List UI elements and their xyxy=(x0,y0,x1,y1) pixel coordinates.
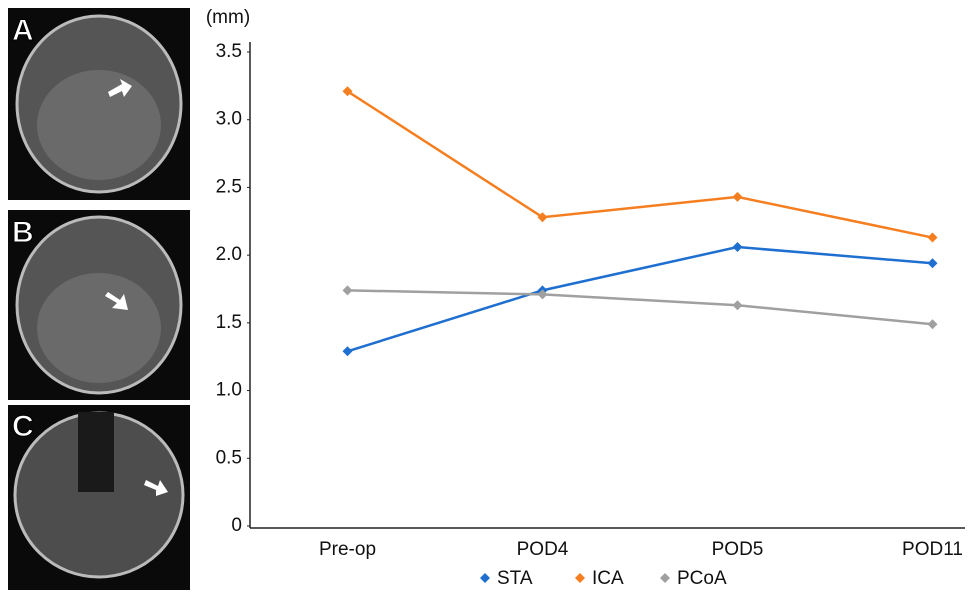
page: {"panels": [{"label": "A"}, {"label": "B… xyxy=(0,0,968,595)
data-point xyxy=(343,346,353,356)
y-tick-label: 3.5 xyxy=(216,41,242,62)
legend-marker xyxy=(480,573,490,583)
y-tick-label: 0.5 xyxy=(216,447,242,468)
figure: A B C (mm) 0 0.5 1.0 1.5 2.0 2.5 3.0 3.5 Pre-op P… xyxy=(0,0,968,590)
y-axis-label: (mm) xyxy=(206,7,250,28)
series-line xyxy=(348,91,933,237)
panel-label: B xyxy=(12,216,34,249)
legend-label: PCoA xyxy=(677,568,727,589)
mri-panels xyxy=(8,8,190,590)
data-point xyxy=(928,319,938,329)
data-point xyxy=(928,233,938,243)
x-tick-label: Pre-op xyxy=(319,539,376,560)
series-line xyxy=(348,290,933,324)
data-point xyxy=(733,192,743,202)
brain xyxy=(37,70,161,180)
panel-label: C xyxy=(12,410,34,443)
y-tick-label: 2.0 xyxy=(216,244,242,265)
legend-marker xyxy=(575,573,585,583)
legend-marker xyxy=(660,573,670,583)
data-point xyxy=(733,242,743,252)
x-tick-label: POD5 xyxy=(712,539,764,560)
y-tick-label: 0 xyxy=(231,515,242,536)
brain xyxy=(37,273,161,383)
x-tick-label: POD4 xyxy=(517,539,569,560)
x-tick-label: POD11 xyxy=(902,539,963,560)
y-tick-label: 3.0 xyxy=(216,109,242,130)
data-point xyxy=(733,300,743,310)
legend-label: ICA xyxy=(592,568,624,589)
panel-label: A xyxy=(12,14,34,47)
y-tick-label: 1.0 xyxy=(216,380,242,401)
data-point xyxy=(343,285,353,295)
y-tick-label: 2.5 xyxy=(216,176,242,197)
sinus xyxy=(78,412,114,492)
y-tick-label: 1.5 xyxy=(216,312,242,333)
legend-label: STA xyxy=(497,568,533,589)
data-point xyxy=(928,258,938,268)
